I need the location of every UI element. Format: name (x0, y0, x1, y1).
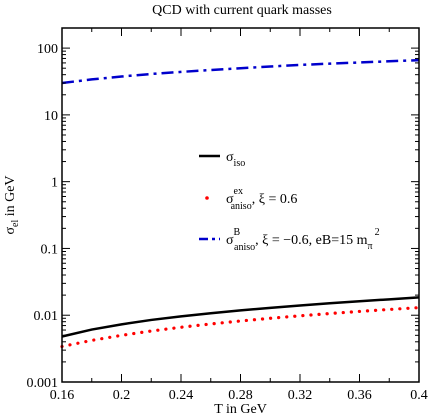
y-tick-label: 1 (51, 176, 58, 191)
x-tick-label: 0.32 (288, 388, 313, 403)
legend-label-aniso_ex: σex aniso, ξ = 0.6 (226, 186, 297, 212)
legend: σiso σex aniso, ξ = 0.6 σB aniso, ξ = −0.6, … (199, 150, 380, 253)
legend-label-iso: σiso (226, 150, 245, 169)
series-group (60, 58, 421, 349)
series-line-aniso_B (61, 58, 420, 85)
axis-ticks: 0.16 0.2 0.24 0.28 0.32 0.36 0.4 0.001 0.01 0.1 1 1… (27, 27, 428, 403)
series-line-aniso_ex (60, 306, 421, 349)
x-tick-label: 0.4 (410, 388, 428, 403)
y-tick-label: 10 (44, 109, 58, 124)
x-tick-label: 0.36 (347, 388, 372, 403)
x-tick-label: 0.2 (113, 388, 131, 403)
legend-swatch-aniso_ex (205, 196, 209, 200)
legend-label-aniso_B: σB aniso, ξ = −0.6, eB=15 mπ2 (226, 227, 380, 253)
x-tick-label: 0.24 (169, 388, 194, 403)
series-line-iso (61, 296, 420, 338)
y-axis-label: σel in GeV (3, 175, 21, 234)
x-tick-label: 0.16 (50, 388, 75, 403)
y-tick-label: 0.001 (27, 376, 59, 391)
chart-title: QCD with current quark masses (152, 3, 332, 18)
y-axis-label-text: σel in GeV (3, 175, 21, 234)
y-tick-label: 0.1 (41, 242, 59, 257)
x-axis-label: T in GeV (214, 402, 267, 417)
y-tick-label: 100 (37, 42, 58, 57)
x-tick-label: 0.28 (228, 388, 253, 403)
y-tick-label: 0.01 (34, 309, 59, 324)
